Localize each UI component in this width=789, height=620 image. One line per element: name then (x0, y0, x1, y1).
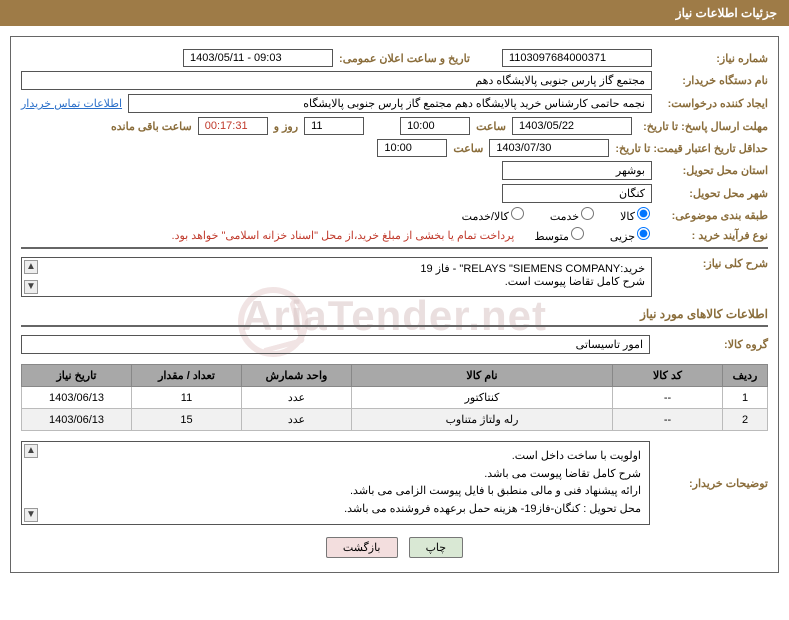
radio-service-input[interactable] (581, 207, 594, 220)
th-unit: واحد شمارش (242, 365, 352, 387)
cell-code: -- (613, 409, 723, 431)
city-label: شهر محل تحویل: (658, 187, 768, 200)
announce-value: 1403/05/11 - 09:03 (183, 49, 333, 67)
items-table: ردیف کد کالا نام کالا واحد شمارش تعداد /… (21, 364, 768, 431)
summary-line2: شرح کامل تقاضا پیوست است. (28, 275, 645, 288)
city-value: کنگان (502, 184, 652, 203)
th-date: تاریخ نیاز (22, 365, 132, 387)
remaining-time: 00:17:31 (198, 117, 268, 135)
table-header-row: ردیف کد کالا نام کالا واحد شمارش تعداد /… (22, 365, 768, 387)
row-price-validity: حداقل تاریخ اعتبار قیمت: تا تاریخ: 1403/… (21, 139, 768, 157)
announce-label: تاریخ و ساعت اعلان عمومی: (339, 52, 470, 65)
notes-textarea[interactable]: اولویت با ساخت داخل است. شرح کامل تقاضا … (21, 441, 650, 525)
resp-deadline-label: مهلت ارسال پاسخ: تا تاریخ: (638, 120, 768, 133)
need-no-label: شماره نیاز: (658, 52, 768, 65)
creator-label: ایجاد کننده درخواست: (658, 97, 768, 110)
row-province: استان محل تحویل: بوشهر (21, 161, 768, 180)
radio-goods-service-input[interactable] (511, 207, 524, 220)
th-row: ردیف (723, 365, 768, 387)
page-title: جزئیات اطلاعات نیاز (676, 6, 777, 20)
radio-goods-input[interactable] (637, 207, 650, 220)
cell-name: کنتاکتور (352, 387, 613, 409)
radio-goods[interactable]: کالا (620, 207, 652, 223)
divider-2 (21, 325, 768, 327)
cell-name: رله ولتاژ متناوب (352, 409, 613, 431)
category-label: طبقه بندی موضوعی: (658, 209, 768, 222)
radio-goods-service[interactable]: کالا/خدمت (462, 207, 526, 223)
time-label-1: ساعت (476, 120, 506, 133)
row-city: شهر محل تحویل: کنگان (21, 184, 768, 203)
days-value: 11 (304, 117, 364, 135)
price-valid-date: 1403/07/30 (489, 139, 609, 157)
th-name: نام کالا (352, 365, 613, 387)
table-row: 1 -- کنتاکتور عدد 11 1403/06/13 (22, 387, 768, 409)
cell-unit: عدد (242, 409, 352, 431)
th-code: کد کالا (613, 365, 723, 387)
price-valid-time: 10:00 (377, 139, 447, 157)
scroll-up-icon[interactable]: ▲ (24, 444, 38, 458)
items-section-title: اطلاعات کالاهای مورد نیاز (21, 307, 768, 321)
creator-value: نجمه حاتمی کارشناس خرید پالایشگاه دهم مج… (128, 94, 652, 113)
cell-n: 2 (723, 409, 768, 431)
scroll-down-icon[interactable]: ▼ (24, 508, 38, 522)
resp-deadline-date: 1403/05/22 (512, 117, 632, 135)
details-panel: AriaTender.net شماره نیاز: 1103097684000… (10, 36, 779, 573)
cell-date: 1403/06/13 (22, 409, 132, 431)
province-value: بوشهر (502, 161, 652, 180)
summary-textarea[interactable]: خرید:RELAYS "SIEMENS COMPANY" - فاز 19 ش… (21, 257, 652, 297)
row-response-deadline: مهلت ارسال پاسخ: تا تاریخ: 1403/05/22 سا… (21, 117, 768, 135)
page-header: جزئیات اطلاعات نیاز (0, 0, 789, 26)
notes-label: توضیحات خریدار: (658, 441, 768, 525)
price-valid-label: حداقل تاریخ اعتبار قیمت: تا تاریخ: (615, 142, 768, 155)
process-note: پرداخت تمام یا بخشی از مبلغ خرید،از محل … (172, 229, 515, 242)
days-label: روز و (274, 120, 298, 133)
group-label: گروه کالا: (658, 338, 768, 351)
buyer-contact-link[interactable]: اطلاعات تماس خریدار (21, 97, 122, 110)
row-summary: شرح کلی نیاز: خرید:RELAYS "SIEMENS COMPA… (21, 257, 768, 297)
notes-line: محل تحویل : کنگان-فاز19- هزینه حمل برعهد… (30, 501, 641, 519)
cell-qty: 15 (132, 409, 242, 431)
row-need-number: شماره نیاز: 1103097684000371 تاریخ و ساع… (21, 49, 768, 67)
summary-line1: خرید:RELAYS "SIEMENS COMPANY" - فاز 19 (28, 262, 645, 275)
row-category: طبقه بندی موضوعی: کالا خدمت کالا/خدمت (21, 207, 768, 223)
scroll-down-icon[interactable]: ▼ (24, 280, 38, 294)
print-button[interactable]: چاپ (409, 537, 464, 558)
group-value: امور تاسیساتی (21, 335, 650, 354)
notes-line: ارائه پیشنهاد فنی و مالی منطبق با فایل پ… (30, 483, 641, 501)
notes-line: اولویت با ساخت داخل است. (30, 448, 641, 466)
cell-code: -- (613, 387, 723, 409)
th-qty: تعداد / مقدار (132, 365, 242, 387)
province-label: استان محل تحویل: (658, 164, 768, 177)
radio-medium-input[interactable] (571, 227, 584, 240)
radio-partial[interactable]: جزیی (610, 227, 652, 243)
divider-1 (21, 247, 768, 249)
row-process: نوع فرآیند خرید : جزیی متوسط پرداخت تمام… (21, 227, 768, 243)
radio-medium[interactable]: متوسط (534, 227, 586, 243)
back-button[interactable]: بازگشت (326, 537, 398, 558)
summary-label: شرح کلی نیاز: (658, 257, 768, 270)
row-buyer-org: نام دستگاه خریدار: مجتمع گاز پارس جنوبی … (21, 71, 768, 90)
radio-partial-input[interactable] (637, 227, 650, 240)
row-group: گروه کالا: امور تاسیساتی (21, 335, 768, 354)
cell-date: 1403/06/13 (22, 387, 132, 409)
notes-line: شرح کامل تقاضا پیوست می باشد. (30, 466, 641, 484)
process-label: نوع فرآیند خرید : (658, 229, 768, 242)
radio-service[interactable]: خدمت (550, 207, 596, 223)
cell-n: 1 (723, 387, 768, 409)
resp-deadline-time: 10:00 (400, 117, 470, 135)
buyer-org-value: مجتمع گاز پارس جنوبی پالایشگاه دهم (21, 71, 652, 90)
time-label-2: ساعت (453, 142, 483, 155)
scroll-up-icon[interactable]: ▲ (24, 260, 38, 274)
button-row: چاپ بازگشت (21, 537, 768, 558)
remaining-label: ساعت باقی مانده (111, 120, 192, 133)
row-creator: ایجاد کننده درخواست: نجمه حاتمی کارشناس … (21, 94, 768, 113)
need-no-value: 1103097684000371 (502, 49, 652, 67)
row-buyer-notes: توضیحات خریدار: اولویت با ساخت داخل است.… (21, 441, 768, 525)
buyer-org-label: نام دستگاه خریدار: (658, 74, 768, 87)
cell-qty: 11 (132, 387, 242, 409)
table-row: 2 -- رله ولتاژ متناوب عدد 15 1403/06/13 (22, 409, 768, 431)
cell-unit: عدد (242, 387, 352, 409)
